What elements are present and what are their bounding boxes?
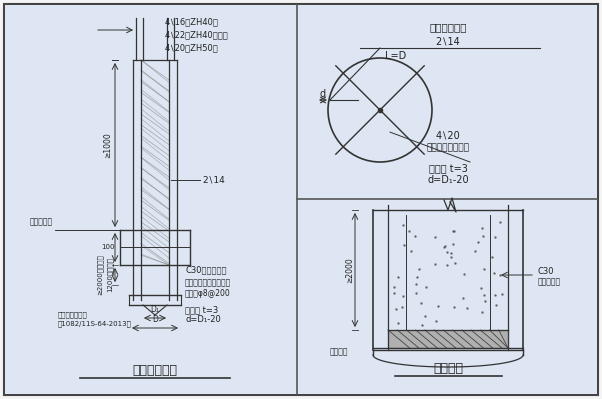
Text: 4∖16（ZH40）: 4∖16（ZH40）	[165, 18, 219, 26]
Text: C30: C30	[538, 267, 554, 277]
Text: （与图鑉板焊接）: （与图鑉板焊接）	[426, 144, 470, 152]
Text: 桩顶构造大样: 桩顶构造大样	[132, 363, 178, 377]
Text: d=D₁-20: d=D₁-20	[427, 175, 469, 185]
Text: 栃台底标高: 栃台底标高	[30, 217, 53, 227]
Text: 1200（汐土）: 1200（汐土）	[107, 258, 113, 292]
Text: D: D	[152, 315, 158, 324]
Bar	[5, 5, 297, 394]
Text: 栃顶交叉钓筋: 栃顶交叉钓筋	[429, 22, 467, 32]
Text: C30气密浸水剂: C30气密浸水剂	[185, 265, 226, 275]
Text: （1082/11S-64-2013）: （1082/11S-64-2013）	[58, 321, 132, 327]
Text: d: d	[320, 89, 326, 99]
Text: 配件筋φ8@200: 配件筋φ8@200	[185, 290, 231, 298]
Text: 栃头大样: 栃头大样	[433, 361, 463, 375]
Text: ≥2000: ≥2000	[346, 257, 355, 283]
Bar	[388, 330, 508, 348]
Text: L=D: L=D	[385, 51, 406, 61]
Text: 焊接封头: 焊接封头	[330, 348, 349, 356]
Text: 无收缩混凝土士刀密实: 无收缩混凝土士刀密实	[185, 279, 231, 288]
Text: ≥1000: ≥1000	[104, 132, 113, 158]
Text: d=D₁-20: d=D₁-20	[185, 316, 221, 324]
Text: ≥2000（顺序）: ≥2000（顺序）	[97, 255, 104, 295]
Text: 4∖20: 4∖20	[436, 130, 461, 140]
Text: 根局构造小标准: 根局构造小标准	[58, 312, 88, 318]
Text: 4∖22（ZH40根水）: 4∖22（ZH40根水）	[165, 30, 229, 40]
Text: 气密混凝土: 气密混凝土	[538, 277, 561, 286]
Text: D₁: D₁	[150, 305, 160, 314]
Text: 100: 100	[101, 244, 115, 250]
Text: 2∖14: 2∖14	[436, 36, 461, 46]
Text: 图鑉板 t=3: 图鑉板 t=3	[429, 163, 467, 173]
Text: 2∖14: 2∖14	[202, 176, 225, 184]
Bar	[298, 199, 597, 394]
Text: 4∖20（ZH50）: 4∖20（ZH50）	[165, 43, 219, 53]
Text: 图钙板 t=3: 图钙板 t=3	[185, 306, 219, 314]
Bar	[298, 5, 597, 198]
